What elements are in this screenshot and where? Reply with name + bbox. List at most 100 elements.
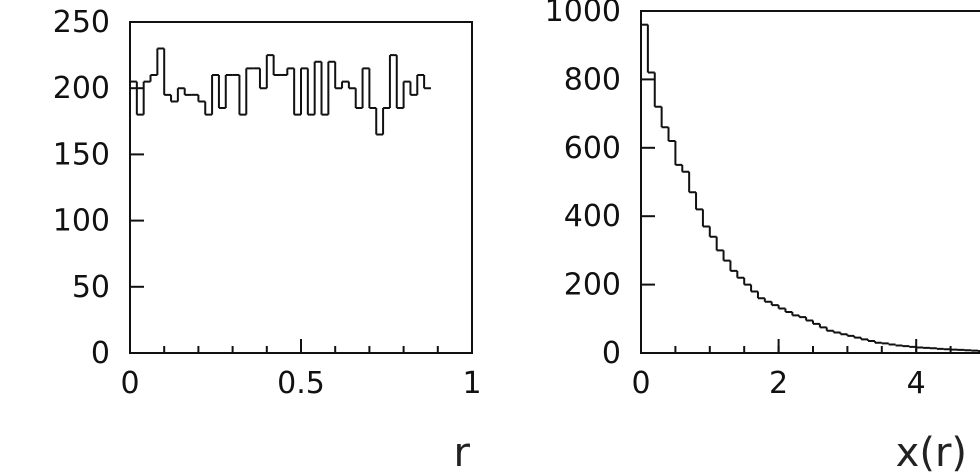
histogram-bin bbox=[183, 88, 192, 96]
histogram-bin bbox=[334, 61, 343, 90]
histogram-bin bbox=[170, 94, 178, 103]
y-tick-label: 50 bbox=[72, 270, 110, 305]
histogram-bin bbox=[423, 74, 431, 90]
histogram-bin bbox=[915, 346, 924, 349]
histogram-series bbox=[641, 23, 980, 352]
histogram-bin bbox=[646, 24, 655, 74]
histogram-bin bbox=[265, 54, 274, 89]
histogram-bin bbox=[756, 291, 765, 300]
histogram-bin bbox=[327, 60, 336, 115]
histogram-series bbox=[130, 47, 431, 136]
histogram-bin bbox=[736, 270, 745, 279]
plot-frame bbox=[640, 10, 980, 354]
histogram-bin bbox=[197, 94, 206, 103]
histogram-bin bbox=[142, 80, 151, 115]
histogram-bin bbox=[688, 171, 697, 194]
histogram-bin bbox=[341, 80, 349, 89]
histogram-bin bbox=[770, 301, 779, 307]
y-tick-label: 0 bbox=[91, 336, 110, 371]
histogram-bin bbox=[729, 260, 738, 272]
histogram-bin bbox=[880, 342, 889, 345]
histogram-bin bbox=[354, 88, 363, 110]
x-tick-label: 4 bbox=[907, 366, 926, 401]
histogram-bin bbox=[293, 68, 301, 116]
histogram-bin bbox=[674, 140, 683, 166]
histogram-bin bbox=[272, 55, 281, 76]
histogram-bin bbox=[784, 308, 793, 313]
histogram-bin bbox=[681, 164, 690, 173]
histogram-bin bbox=[416, 73, 425, 95]
histogram-bin bbox=[313, 60, 322, 115]
x-axis-title: x(r) bbox=[896, 430, 967, 473]
histogram-bin bbox=[839, 332, 848, 336]
histogram-bin bbox=[375, 108, 384, 136]
histogram-bin bbox=[238, 74, 247, 116]
histogram-bin bbox=[763, 298, 772, 303]
histogram-bin bbox=[695, 192, 703, 211]
histogram-bin bbox=[908, 345, 917, 348]
histogram-bin bbox=[667, 127, 676, 142]
y-tick-label: 150 bbox=[53, 137, 110, 172]
histogram-bin bbox=[368, 68, 377, 110]
histogram-bin bbox=[805, 317, 813, 322]
y-tick-label: 200 bbox=[53, 71, 110, 106]
histogram-bin bbox=[135, 81, 144, 116]
histogram-bin bbox=[935, 347, 944, 350]
histogram-bin bbox=[887, 343, 896, 346]
histogram-bin bbox=[708, 226, 717, 238]
x-tick-label: 0.5 bbox=[277, 366, 325, 401]
histogram-bin bbox=[818, 323, 827, 329]
histogram-bin bbox=[791, 311, 800, 317]
histogram-bin bbox=[777, 305, 786, 310]
histogram-bin bbox=[149, 73, 158, 82]
histogram-bin bbox=[873, 341, 882, 344]
histogram-bin bbox=[388, 54, 397, 109]
histogram-bin bbox=[653, 72, 662, 108]
histogram-bin bbox=[798, 315, 807, 319]
histogram-bin bbox=[894, 344, 903, 347]
histogram-bin bbox=[715, 236, 724, 252]
histogram-bin bbox=[163, 48, 172, 96]
histogram-bin bbox=[722, 250, 731, 262]
histogram-bin bbox=[258, 68, 267, 90]
histogram-bin bbox=[860, 337, 869, 341]
histogram-bin bbox=[245, 67, 254, 115]
histogram-bin bbox=[812, 320, 820, 325]
histogram-bin bbox=[204, 101, 213, 116]
histogram-bin bbox=[701, 209, 710, 228]
histogram-bin bbox=[750, 284, 758, 293]
x-tick-label: 0 bbox=[631, 366, 650, 401]
y-tick-label: 0 bbox=[602, 336, 621, 371]
histogram-bin bbox=[224, 73, 233, 109]
histogram-bin bbox=[901, 345, 910, 348]
histogram-bin bbox=[347, 81, 356, 90]
histogram-bin bbox=[211, 73, 219, 115]
y-tick-label: 100 bbox=[53, 204, 110, 239]
histogram-bin bbox=[660, 106, 669, 129]
y-tick-label: 250 bbox=[53, 5, 110, 40]
histogram-bin bbox=[382, 107, 390, 135]
histogram-bin bbox=[306, 68, 315, 116]
histogram-bin bbox=[286, 67, 295, 75]
x-axis-title: r bbox=[454, 430, 471, 473]
histogram-bin bbox=[832, 330, 841, 334]
histogram-bin bbox=[320, 61, 329, 116]
histogram-bin bbox=[300, 67, 308, 115]
chart-panel-2: 0 200 400 600 800 1000 0 2 4 x(r) bbox=[545, 0, 980, 473]
y-tick-label: 200 bbox=[564, 268, 621, 303]
histogram-bin bbox=[176, 87, 185, 102]
y-tick-label: 600 bbox=[564, 131, 621, 166]
histogram-bin bbox=[846, 334, 855, 337]
histogram-bin bbox=[743, 277, 752, 286]
x-tick-label: 1 bbox=[462, 366, 481, 401]
chart-panel-1: 0 50 100 150 200 250 0 0.5 1 r bbox=[53, 5, 482, 473]
x-tick-label: 2 bbox=[769, 366, 788, 401]
histogram-bin bbox=[395, 55, 404, 110]
y-tick-label: 400 bbox=[564, 199, 621, 234]
histogram-bin bbox=[853, 335, 862, 339]
y-tick-label: 800 bbox=[564, 62, 621, 97]
histogram-bin bbox=[409, 81, 418, 96]
histogram-bin bbox=[867, 339, 875, 343]
histogram-bin bbox=[361, 67, 370, 109]
